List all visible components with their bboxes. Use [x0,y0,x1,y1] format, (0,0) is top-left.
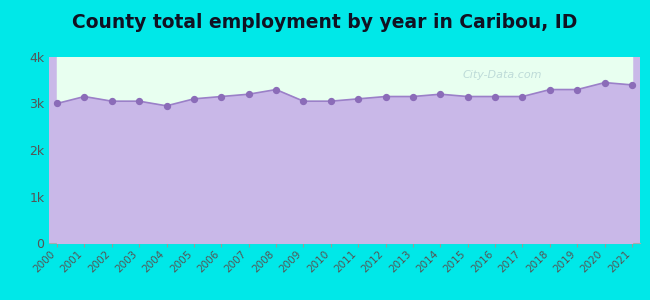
Point [298,99,309,103]
Point [244,92,254,97]
Text: City-Data.com: City-Data.com [463,70,542,80]
Point [271,87,281,92]
Point [188,96,199,101]
Point [490,94,501,99]
Point [545,87,555,92]
Text: County total employment by year in Caribou, ID: County total employment by year in Carib… [72,14,578,32]
Point [517,94,528,99]
Point [599,80,610,85]
Point [353,96,363,101]
Point [380,94,391,99]
Point [216,94,226,99]
Point [572,87,582,92]
Point [408,94,418,99]
Point [107,99,117,103]
Point [326,99,336,103]
Point [161,103,172,108]
Point [79,94,90,99]
Point [52,101,62,106]
Point [463,94,473,99]
Point [435,92,445,97]
Point [627,82,637,87]
Point [134,99,144,103]
